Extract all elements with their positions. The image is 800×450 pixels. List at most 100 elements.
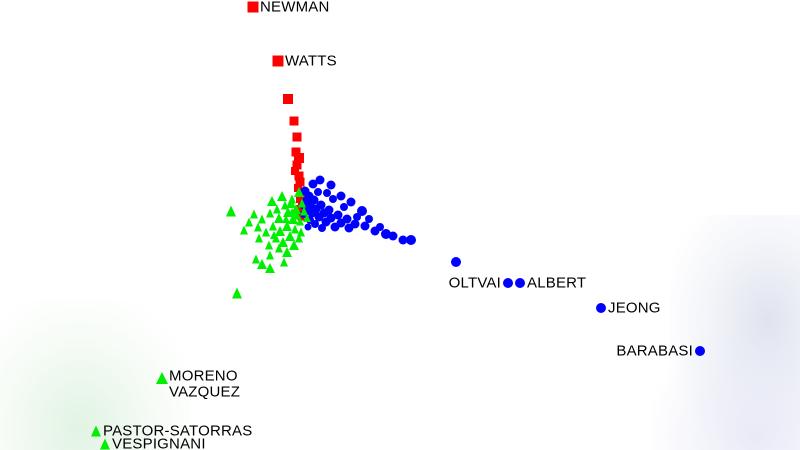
data-point-circle	[318, 224, 326, 232]
point-label-moreno: MORENO	[169, 367, 238, 385]
data-point-circle	[316, 200, 326, 210]
data-point-triangle	[298, 198, 306, 208]
data-point-circle	[307, 208, 317, 218]
data-point-triangle	[278, 237, 288, 247]
data-point-triangle	[266, 250, 274, 260]
data-point-circle	[304, 191, 314, 201]
data-point-triangle	[250, 209, 258, 219]
data-point-triangle	[282, 215, 290, 223]
data-point-triangle	[252, 254, 260, 264]
data-point-square	[294, 153, 304, 163]
point-label-jeong: JEONG	[608, 299, 661, 317]
data-point-circle	[314, 212, 324, 222]
data-point-circle	[360, 221, 370, 231]
data-point-oltvai	[503, 278, 513, 288]
data-point-circle	[321, 217, 331, 227]
data-point-triangle	[303, 214, 311, 222]
data-point-triangle	[255, 233, 263, 243]
data-point-circle	[311, 220, 319, 228]
data-point-square	[291, 167, 299, 175]
data-point-circle	[451, 257, 461, 267]
data-point-circle	[344, 223, 354, 233]
data-point-circle	[381, 229, 391, 239]
data-point-circle	[342, 214, 352, 224]
data-point-circle	[333, 210, 343, 220]
data-point-triangle	[254, 222, 262, 232]
data-point-triangle	[294, 187, 304, 197]
point-label-vespignani: VESPIGNANI	[112, 435, 206, 450]
data-point-triangle	[277, 191, 287, 201]
data-point-circle	[398, 235, 408, 245]
point-label-pastor-satorras: PASTOR-SATORRAS	[103, 422, 253, 440]
data-point-circle	[350, 219, 360, 229]
data-point-circle	[302, 197, 310, 205]
data-point-square	[289, 116, 299, 126]
data-point-newman	[247, 1, 259, 13]
data-point-circle	[376, 223, 384, 231]
data-point-jeong	[596, 303, 606, 313]
data-point-circle	[370, 226, 380, 236]
data-point-circle	[323, 189, 331, 197]
point-label-oltvai: OLTVAI	[448, 274, 501, 292]
data-point-circle	[326, 213, 336, 223]
data-point-moreno-vazquez	[156, 372, 168, 384]
data-point-circle	[300, 186, 310, 196]
data-point-circle	[324, 205, 334, 215]
point-label-vazquez: VAZQUEZ	[169, 383, 241, 401]
data-point-triangle	[267, 196, 277, 206]
data-point-circle	[336, 191, 346, 201]
data-point-triangle	[257, 259, 267, 269]
data-point-circle	[308, 179, 318, 189]
data-point-square	[295, 177, 305, 187]
data-point-triangle	[288, 208, 296, 216]
data-point-vespignani	[100, 438, 110, 450]
data-point-circle	[309, 195, 319, 205]
data-point-triangle	[270, 231, 278, 239]
data-point-triangle	[269, 221, 277, 231]
data-point-circle	[406, 235, 416, 245]
data-point-triangle	[291, 204, 301, 214]
data-point-circle	[315, 175, 325, 185]
data-point-triangle	[275, 226, 285, 236]
point-label-watts: WATTS	[285, 52, 337, 70]
data-point-triangle	[291, 224, 299, 234]
data-point-circle	[336, 218, 346, 228]
data-point-circle	[314, 188, 322, 196]
data-point-circle	[329, 195, 337, 203]
data-point-circle	[357, 206, 367, 216]
data-point-circle	[330, 222, 340, 232]
data-point-circle	[340, 203, 348, 211]
data-point-triangle	[275, 243, 283, 253]
data-point-circle	[388, 231, 398, 241]
data-point-triangle	[293, 210, 301, 220]
data-point-triangle	[265, 240, 273, 250]
data-point-watts	[272, 55, 284, 67]
data-point-square	[294, 171, 304, 181]
data-point-triangle	[289, 240, 299, 250]
data-point-square	[283, 94, 293, 104]
data-point-triangle	[274, 213, 284, 223]
data-point-triangle	[266, 208, 274, 218]
data-point-circle	[311, 204, 321, 214]
data-point-triangle	[282, 221, 292, 231]
data-point-circle	[304, 223, 312, 231]
data-point-triangle	[281, 200, 289, 210]
point-label-albert: ALBERT	[527, 274, 587, 292]
data-point-triangle	[265, 263, 275, 273]
data-point-barabasi	[695, 346, 705, 356]
point-label-newman: NEWMAN	[260, 0, 330, 16]
data-point-triangle	[285, 231, 295, 241]
data-point-triangle	[280, 257, 288, 267]
data-point-albert	[515, 278, 525, 288]
data-point-circle	[319, 208, 329, 218]
data-point-pastor-satorras	[91, 425, 101, 437]
data-point-triangle	[273, 204, 281, 214]
data-point-triangle	[300, 206, 308, 216]
point-label-barabasi: BARABASI	[616, 342, 693, 360]
data-point-circle	[365, 215, 373, 223]
data-point-square	[292, 160, 302, 170]
data-point-circle	[326, 180, 336, 190]
data-point-triangle	[295, 233, 303, 243]
